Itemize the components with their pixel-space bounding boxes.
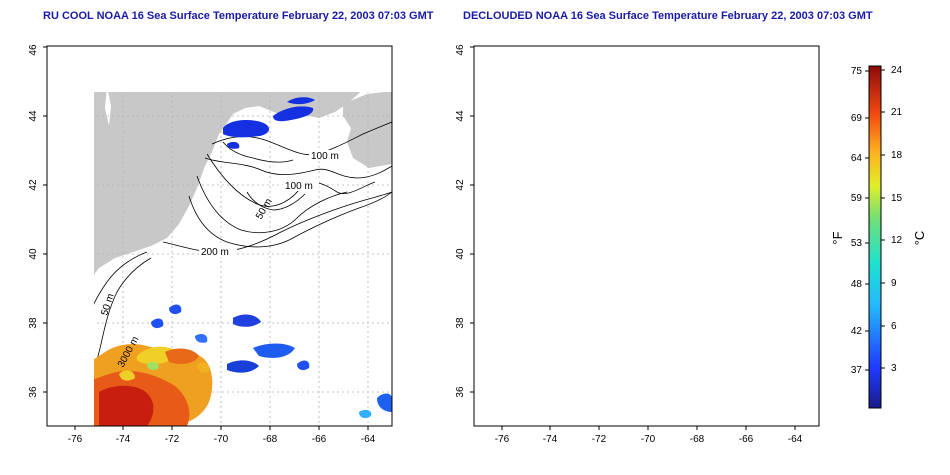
- celsius-tick-label: 3: [891, 363, 897, 374]
- right-map-panel: 100 m 100 m 50 m 200 m 50 m 3000 m -76 -…: [455, 44, 820, 445]
- fahrenheit-tick-label: 37: [851, 365, 863, 376]
- x-tick-label: -70: [214, 434, 229, 445]
- y-tick-label: 38: [28, 317, 39, 329]
- x-tick-label: -74: [543, 434, 558, 445]
- x-tick-label: -68: [690, 434, 705, 445]
- right-contour-labels: 100 m 100 m 50 m 200 m 50 m 3000 m: [526, 150, 772, 369]
- fahrenheit-tick-label: 53: [851, 238, 863, 249]
- left-map-frame: [46, 45, 393, 427]
- celsius-tick-label: 12: [891, 235, 903, 246]
- celsius-tick-label: 21: [891, 107, 903, 118]
- x-tick-label: -72: [592, 434, 607, 445]
- contour-label: 50 m: [526, 292, 543, 317]
- fahrenheit-tick-label: 42: [851, 326, 863, 337]
- y-tick-label: 36: [28, 386, 39, 398]
- contour-label: 100 m: [738, 151, 766, 162]
- contour-label: 200 m: [628, 247, 656, 258]
- contour-label: 100 m: [285, 181, 313, 192]
- right-sst-warm-patches: [474, 354, 630, 424]
- right-bathymetry-contours: [486, 122, 819, 426]
- y-tick-label: 42: [28, 179, 39, 191]
- contour-label: 100 m: [311, 151, 339, 162]
- right-sst-cold-patches: [649, 104, 736, 139]
- left-x-tick-labels: -76 -74 -72 -70 -68 -66 -64: [68, 434, 376, 445]
- fahrenheit-tick-label: 69: [851, 113, 863, 124]
- contour-label: 50 m: [254, 197, 275, 222]
- left-map-panel: 100 m 100 m 50 m 200 m 50 m 3000 m -76 -…: [28, 44, 393, 445]
- contour-label: 50 m: [681, 197, 702, 222]
- fahrenheit-tick-label: 75: [851, 66, 863, 77]
- right-x-tick-labels: -76 -74 -72 -70 -68 -66 -64: [495, 434, 803, 445]
- colorbar-ticks: [865, 69, 885, 371]
- right-lat-lon-grid: [474, 46, 819, 426]
- x-tick-label: -76: [495, 434, 510, 445]
- x-tick-label: -64: [361, 434, 376, 445]
- celsius-unit-label: °C: [912, 231, 927, 246]
- contour-label: 200 m: [201, 247, 229, 258]
- colorbar-celsius-labels: 24 21 18 15 12 9 6 3: [891, 65, 903, 374]
- x-tick-label: -64: [788, 434, 803, 445]
- celsius-tick-label: 18: [891, 150, 903, 161]
- y-tick-label: 36: [455, 386, 466, 398]
- left-axis-ticks: [43, 46, 369, 430]
- y-tick-label: 46: [455, 44, 466, 56]
- left-sst-cold-patches: [223, 97, 315, 149]
- x-tick-label: -74: [116, 434, 131, 445]
- fahrenheit-tick-label: 48: [851, 279, 863, 290]
- y-tick-label: 42: [455, 179, 466, 191]
- y-tick-label: 40: [455, 248, 466, 260]
- x-tick-label: -68: [263, 434, 278, 445]
- x-tick-label: -76: [68, 434, 83, 445]
- right-axis-ticks: [470, 46, 796, 430]
- left-sst-warm-swath: [94, 304, 392, 426]
- celsius-tick-label: 9: [891, 278, 897, 289]
- y-tick-label: 44: [455, 110, 466, 122]
- celsius-tick-label: 24: [891, 65, 903, 76]
- y-tick-label: 46: [28, 44, 39, 56]
- right-land-mass: [474, 46, 819, 408]
- contour-label: 3000 m: [543, 335, 568, 370]
- colorbar-fahrenheit-labels: 75 69 64 59 53 48 42 37: [851, 66, 863, 376]
- contour-label: 50 m: [99, 292, 116, 317]
- x-tick-label: -66: [739, 434, 754, 445]
- y-tick-label: 38: [455, 317, 466, 329]
- x-tick-label: -70: [641, 434, 656, 445]
- x-tick-label: -72: [165, 434, 180, 445]
- left-map-title: RU COOL NOAA 16 Sea Surface Temperature …: [43, 10, 434, 22]
- fahrenheit-unit-label: °F: [830, 231, 845, 244]
- celsius-tick-label: 15: [891, 193, 903, 204]
- x-tick-label: -66: [312, 434, 327, 445]
- left-y-tick-labels: 36 38 40 42 44 46: [28, 44, 39, 398]
- y-tick-label: 44: [28, 110, 39, 122]
- fahrenheit-tick-label: 59: [851, 193, 863, 204]
- right-y-tick-labels: 36 38 40 42 44 46: [455, 44, 466, 398]
- colorbar-gradient: [868, 65, 882, 409]
- y-tick-label: 40: [28, 248, 39, 260]
- contour-label: 100 m: [712, 181, 740, 192]
- right-map-title: DECLOUDED NOAA 16 Sea Surface Temperatur…: [463, 10, 873, 22]
- fahrenheit-tick-label: 64: [851, 153, 863, 164]
- celsius-tick-label: 6: [891, 321, 897, 332]
- temperature-colorbar: 75 69 64 59 53 48 42 37 24 21 18 15 12 9…: [830, 65, 927, 409]
- right-map-frame: [473, 45, 820, 427]
